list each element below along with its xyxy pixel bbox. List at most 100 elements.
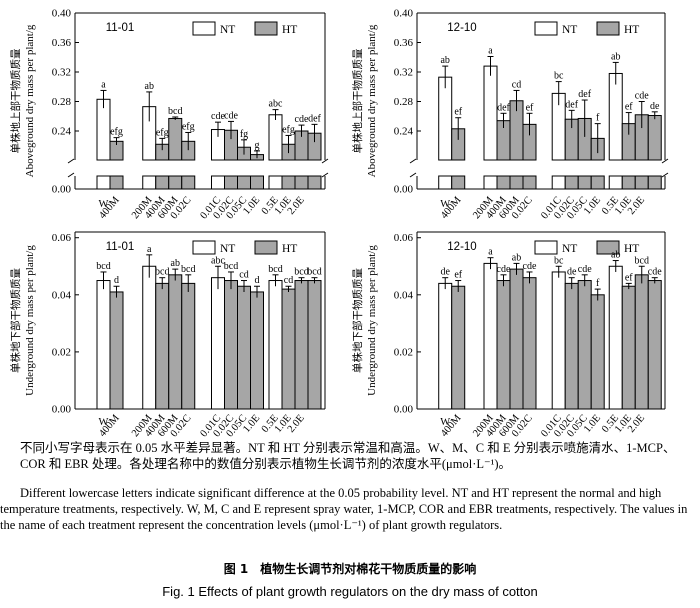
y-tick-label: 0.32 bbox=[52, 67, 71, 79]
bar-nt bbox=[96, 280, 111, 410]
significance-letter: cd bbox=[239, 270, 248, 281]
significance-letter: de bbox=[440, 267, 450, 278]
significance-letter: efg bbox=[156, 127, 169, 138]
significance-letter: ab bbox=[611, 250, 620, 261]
significance-letter: bcd bbox=[294, 267, 308, 278]
legend-swatch-nt bbox=[192, 240, 216, 255]
axis-break-band bbox=[69, 160, 331, 176]
bar-ht bbox=[451, 285, 466, 410]
y-tick-label: 0.40 bbox=[52, 8, 72, 20]
bar-ht bbox=[237, 285, 251, 410]
significance-letter: f bbox=[596, 113, 600, 124]
significance-letter: cde bbox=[497, 264, 511, 275]
axis-break-mark-right bbox=[321, 158, 329, 178]
bar-nt bbox=[608, 72, 623, 161]
bar-ht bbox=[509, 268, 524, 410]
y-axis-label-cn: 单株地下部干物质质量 bbox=[9, 268, 22, 373]
significance-letter: bcd bbox=[96, 261, 110, 272]
bar-nt-base bbox=[551, 175, 566, 190]
bar-nt-base bbox=[268, 175, 283, 190]
bar-ht-base bbox=[224, 175, 238, 190]
y-tick-label: 0.04 bbox=[52, 289, 72, 301]
panel-1: 0.00 0.24 0.28 0.32 0.36 0.40 单株地上部干物质质量 Aboveg… bbox=[9, 8, 331, 221]
legend-label-nt: NT bbox=[220, 24, 235, 36]
category-label: W bbox=[99, 199, 109, 210]
axis-break-band bbox=[411, 160, 671, 176]
bar-ht bbox=[250, 291, 264, 410]
y-tick-label: 0.28 bbox=[52, 96, 72, 108]
significance-letter: cde bbox=[224, 110, 238, 121]
y-tick-label: 0.06 bbox=[52, 232, 72, 244]
significance-letter: ab bbox=[171, 258, 180, 269]
y-tick-label: 0.32 bbox=[394, 67, 413, 79]
bar-ht-base bbox=[307, 175, 322, 190]
significance-letter: bcd bbox=[155, 267, 169, 278]
y-axis-label-cn: 单株地上部干物质质量 bbox=[9, 48, 22, 153]
significance-letter: efg bbox=[110, 127, 123, 138]
significance-letter: bcd bbox=[268, 264, 282, 275]
bar-nt bbox=[268, 280, 283, 410]
bar-ht-base bbox=[250, 175, 264, 190]
legend-swatch-ht bbox=[254, 21, 278, 36]
significance-letter: cd bbox=[284, 275, 293, 286]
bar-nt bbox=[551, 271, 566, 410]
bar-nt bbox=[438, 282, 453, 410]
significance-letter: bc bbox=[554, 255, 564, 266]
y-tick-label: 0.00 bbox=[394, 184, 414, 196]
significance-letter: ef bbox=[526, 102, 534, 113]
significance-letter: bcd bbox=[168, 106, 182, 117]
significance-letter: cde bbox=[295, 114, 309, 125]
significance-letter: de bbox=[567, 267, 577, 278]
figure-title-chinese: 图 1 植物生长调节剂对棉花干物质质量的影响 bbox=[223, 562, 477, 576]
significance-letter: def bbox=[565, 99, 578, 110]
panel-date-label: 12-10 bbox=[447, 22, 476, 34]
y-tick-label: 0.24 bbox=[394, 126, 414, 138]
caption-english: Different lowercase letters indicate sig… bbox=[0, 486, 688, 532]
legend-swatch-nt bbox=[534, 21, 558, 36]
bar-ht bbox=[181, 282, 196, 410]
y-tick-label: 0.02 bbox=[394, 346, 413, 358]
y-axis-label-cn: 单株地上部干物质质量 bbox=[351, 48, 364, 153]
legend-label-ht: HT bbox=[282, 24, 297, 36]
significance-letter: ab bbox=[611, 51, 620, 62]
bar-ht bbox=[621, 285, 636, 410]
bar-ht bbox=[168, 274, 183, 410]
significance-letter: ab bbox=[512, 252, 521, 263]
panel-date-label: 11-01 bbox=[106, 241, 135, 253]
significance-letter: bcd bbox=[224, 261, 238, 272]
bar-ht-base bbox=[109, 175, 124, 190]
panel-date-label: 12-10 bbox=[447, 241, 476, 253]
bar-ht bbox=[634, 274, 649, 410]
bar-ht bbox=[590, 294, 605, 410]
y-axis-label-cn: 单株地下部干物质质量 bbox=[351, 268, 364, 373]
bar-ht-base bbox=[294, 175, 309, 190]
bar-nt bbox=[438, 76, 453, 161]
significance-letter: g bbox=[255, 140, 260, 151]
significance-letter: ab bbox=[440, 55, 449, 66]
legend-swatch-nt bbox=[534, 240, 558, 255]
axis-break-mark-left bbox=[67, 158, 75, 178]
bar-nt bbox=[608, 265, 623, 410]
y-axis-label: 单株地上部干物质质量 Aboveground dry mass per plant… bbox=[351, 24, 378, 177]
significance-letter: ef bbox=[454, 107, 462, 118]
significance-letter: abc bbox=[211, 255, 225, 266]
significance-letter: d bbox=[114, 275, 119, 286]
significance-letter: cde bbox=[635, 91, 649, 102]
significance-letter: bc bbox=[554, 71, 564, 82]
bar-ht bbox=[307, 280, 322, 410]
legend-label-nt: NT bbox=[220, 243, 235, 255]
bar-nt-base bbox=[608, 175, 623, 190]
bar-nt bbox=[96, 98, 111, 161]
bar-ht bbox=[522, 277, 537, 410]
bar-ht bbox=[168, 117, 183, 161]
bar-ht bbox=[577, 280, 592, 410]
legend-swatch-nt bbox=[192, 21, 216, 36]
significance-letter: cde bbox=[578, 264, 592, 275]
bar-ht-base bbox=[577, 175, 592, 190]
axis-break-mark-right bbox=[661, 158, 669, 178]
panel-date-label: 11-01 bbox=[106, 22, 135, 34]
bar-ht-base bbox=[509, 175, 524, 190]
caption-chinese: 不同小写字母表示在 0.05 水平差异显著。NT 和 HT 分别表示常温和高温。… bbox=[20, 441, 676, 471]
y-tick-label: 0.40 bbox=[394, 8, 414, 20]
